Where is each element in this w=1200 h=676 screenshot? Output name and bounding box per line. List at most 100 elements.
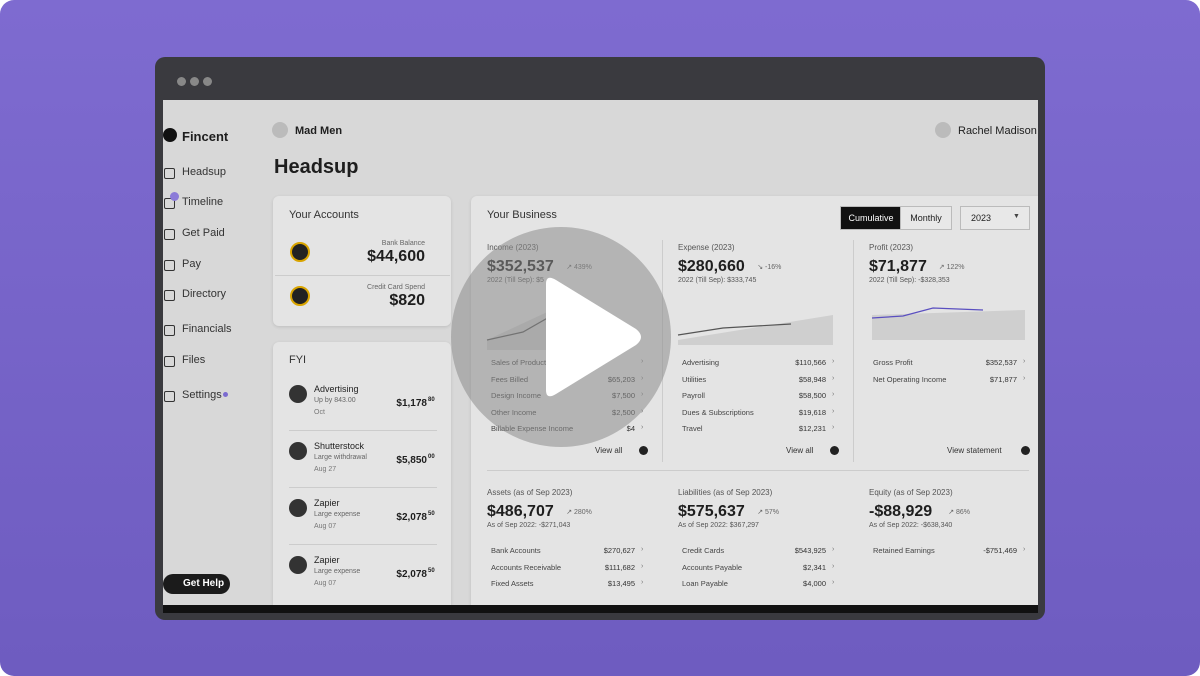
nav-item[interactable]: Financials <box>182 323 232 335</box>
nav-item[interactable]: Get Paid <box>182 227 225 239</box>
account-logo <box>290 242 310 262</box>
row-chevron: › <box>641 579 644 586</box>
page-title: Headsup <box>274 156 359 178</box>
nav-icon <box>164 290 175 301</box>
account-amount: $44,600 <box>367 248 425 265</box>
row-name: Accounts Receivable <box>491 562 562 572</box>
row-amount: $58,500 <box>798 391 826 400</box>
fyi-amount: $5,850 <box>396 455 427 466</box>
divider <box>853 240 854 462</box>
row-name: Credit Cards <box>682 546 725 555</box>
link-icon[interactable] <box>830 446 839 455</box>
row-amount: $110,566 <box>795 358 826 367</box>
row-chevron: › <box>641 562 644 570</box>
row-name: Dues & Subscriptions <box>682 407 754 417</box>
fyi-amount: $1,178 <box>396 398 427 409</box>
play-button[interactable] <box>450 226 672 448</box>
nav-item[interactable]: Pay <box>182 258 201 270</box>
fyi-note: Large withdrawal <box>314 454 367 461</box>
org-name[interactable]: Mad Men <box>295 125 343 137</box>
row-chevron: › <box>832 407 835 415</box>
account-amount: $820 <box>389 292 425 309</box>
user-name[interactable]: Rachel Madison <box>958 125 1037 137</box>
fyi-date: Aug 07 <box>314 523 337 530</box>
row-amount: $270,627 <box>603 546 635 555</box>
metric-prior: 2022 (Till Sep): $333,745 <box>678 277 757 284</box>
row-amount: $543,925 <box>794 546 826 555</box>
nav-icon <box>164 356 175 367</box>
card-title: Your Accounts <box>289 209 359 221</box>
metric-change: ↗ 280% <box>566 509 592 516</box>
account-label: Bank Balance <box>381 240 425 247</box>
row-chevron: › <box>1023 546 1026 553</box>
row-chevron: › <box>832 546 835 553</box>
metric-value: $486,707 <box>487 503 554 520</box>
fyi-icon <box>289 556 307 574</box>
row-chevron: › <box>1023 358 1026 365</box>
row-chevron: › <box>641 546 644 553</box>
row-name: Travel <box>682 424 703 433</box>
fyi-date: Aug 07 <box>314 580 337 587</box>
card-title: FYI <box>289 354 307 366</box>
nav-item[interactable]: Files <box>182 354 206 366</box>
fyi-icon <box>289 385 307 403</box>
divider <box>289 544 437 545</box>
metric-label: Assets (as of Sep 2023) <box>487 488 573 497</box>
dropdown-caret: ▼ <box>1013 213 1020 220</box>
link-icon[interactable] <box>1021 446 1030 455</box>
metric-change: ↗ 86% <box>948 509 971 516</box>
row-chevron: › <box>832 358 835 365</box>
nav-icon <box>164 229 175 240</box>
row-amount: $4,000 <box>803 579 826 588</box>
row-chevron: › <box>832 424 835 431</box>
fyi-amount: $2,078 <box>396 569 427 580</box>
nav-icon <box>164 391 175 402</box>
fyi-cents: 50 <box>428 568 435 574</box>
fyi-date: Oct <box>314 409 325 416</box>
fyi-icon <box>289 442 307 460</box>
row-name: Advertising <box>682 358 720 367</box>
metric-label: Profit (2023) <box>869 243 914 252</box>
metric-prior: 2022 (Till Sep): -$328,353 <box>869 277 950 284</box>
badge <box>170 192 179 201</box>
row-name: Loan Payable <box>682 579 728 588</box>
nav-item[interactable]: Timeline <box>182 196 224 208</box>
nav-icon <box>164 325 175 336</box>
row-chevron: › <box>832 562 835 570</box>
metric-label: Expense (2023) <box>678 243 735 252</box>
logo-icon <box>163 128 177 142</box>
view-link[interactable]: View all <box>786 446 814 455</box>
row-amount: -$751,469 <box>983 546 1017 555</box>
nav-icon <box>164 260 175 271</box>
nav-item[interactable]: Settings <box>182 389 222 401</box>
fyi-icon <box>289 499 307 517</box>
row-amount: $352,537 <box>985 358 1017 367</box>
view-link[interactable]: View statement <box>947 446 1002 455</box>
brand: Fincent <box>182 129 229 144</box>
view-link[interactable]: View all <box>595 446 623 455</box>
metric-change: ↗ 57% <box>757 509 780 516</box>
row-amount: $2,341 <box>803 562 826 572</box>
metric-change: ↗ 122% <box>938 264 965 271</box>
year-select[interactable]: 2023 <box>960 206 1030 230</box>
metric-value: $280,660 <box>678 258 745 275</box>
fyi-note: Large expense <box>314 568 361 575</box>
row-amount: $71,877 <box>989 374 1017 384</box>
fyi-name: Advertising <box>314 384 359 394</box>
fyi-cents: 50 <box>428 511 435 517</box>
row-amount: $58,948 <box>798 374 826 384</box>
badge <box>223 392 228 397</box>
link-icon[interactable] <box>639 446 648 455</box>
mode-toggle[interactable]: Monthly <box>900 206 952 230</box>
nav-icon <box>164 198 175 209</box>
window-dots <box>177 73 212 91</box>
row-amount: $13,495 <box>607 579 635 588</box>
mode-toggle[interactable]: Cumulative <box>840 206 902 230</box>
org-avatar <box>272 122 288 138</box>
nav-item[interactable]: Headsup <box>182 166 227 178</box>
nav-item[interactable]: Directory <box>182 288 227 300</box>
help-button[interactable]: Get Help <box>163 574 230 594</box>
metric-change: ↘ -16% <box>757 264 782 271</box>
video-bar <box>163 605 1038 613</box>
row-name: Retained Earnings <box>873 546 935 555</box>
